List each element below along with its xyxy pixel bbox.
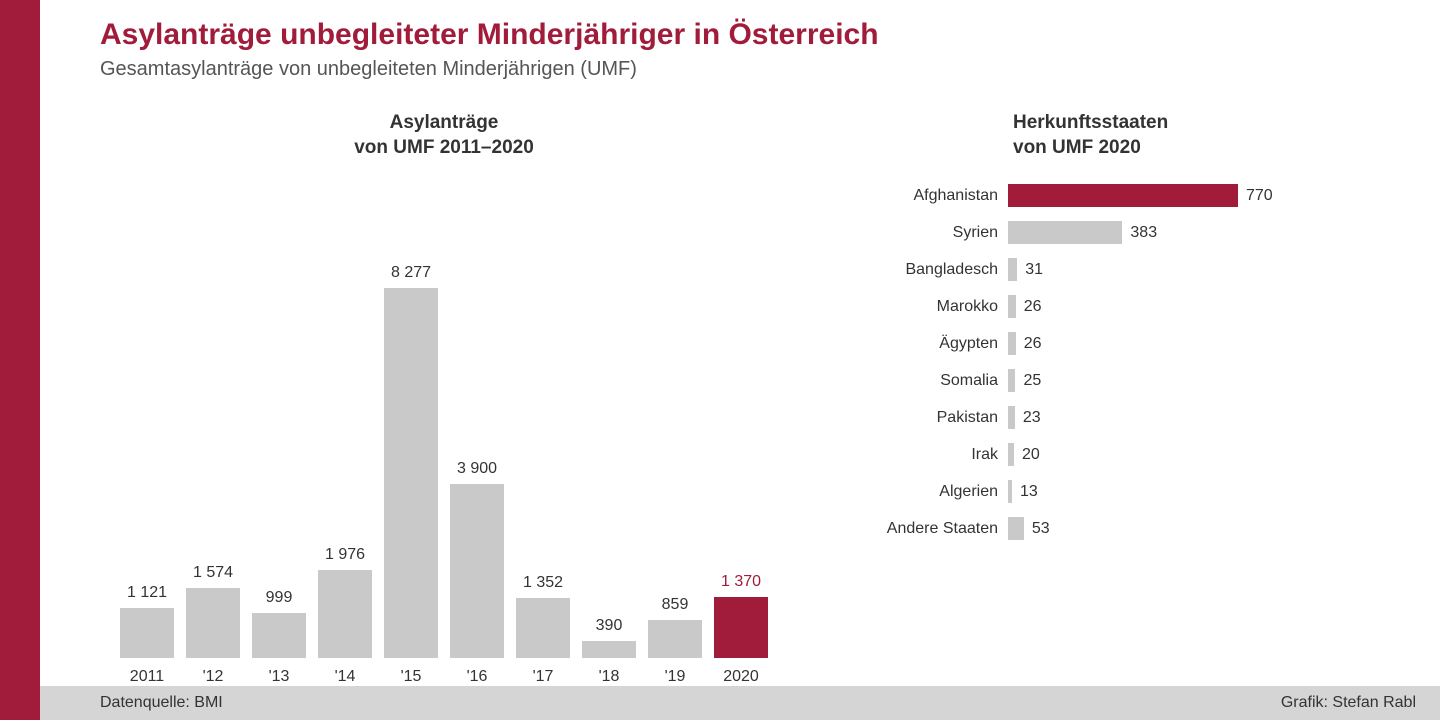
yearly-bar-value-label: 859 <box>662 596 689 614</box>
origin-row-value: 13 <box>1012 483 1038 501</box>
origin-row-value: 26 <box>1016 298 1042 316</box>
yearly-bar-value-label: 1 121 <box>127 584 167 602</box>
footer: Datenquelle: BMI Grafik: Stefan Rabl <box>40 686 1440 720</box>
charts-row: Asylanträge von UMF 2011–2020 1 12120111… <box>40 81 1440 686</box>
origin-row-category: Algerien <box>868 483 1008 501</box>
origin-row-value: 383 <box>1122 224 1157 242</box>
yearly-chart-plot: 1 121 2011 1 574 '12 999 '13 1 976 '14 8 277 '15 3… <box>100 184 788 686</box>
origin-row-rect <box>1008 406 1015 429</box>
yearly-bar-rect <box>714 597 768 658</box>
yearly-chart-title: Asylanträge von UMF 2011–2020 <box>100 111 788 160</box>
origin-row-rect <box>1008 332 1016 355</box>
origin-row-category: Irak <box>868 446 1008 464</box>
footer-source: Datenquelle: BMI <box>100 694 223 712</box>
yearly-bar-rect <box>648 620 702 658</box>
yearly-bar-13: 999 '13 <box>252 589 306 686</box>
main-content: Asylanträge unbegleiteter Minderjähriger… <box>40 0 1440 720</box>
yearly-bar-19: 859 '19 <box>648 596 702 686</box>
yearly-bar-rect <box>582 641 636 658</box>
yearly-bar-xlabel: '19 <box>665 668 686 686</box>
yearly-bar-xlabel: 2020 <box>723 668 759 686</box>
origin-row-rect <box>1008 221 1122 244</box>
origin-row-value: 53 <box>1024 520 1050 538</box>
origin-row-irak: Irak 20 <box>868 443 1380 466</box>
yearly-bar-value-label: 1 976 <box>325 546 365 564</box>
origin-row-ägypten: Ägypten 26 <box>868 332 1380 355</box>
origin-chart-plot: Afghanistan 770 Syrien 383 Bangladesch 31 Maro… <box>868 184 1380 540</box>
origin-row-category: Somalia <box>868 372 1008 390</box>
yearly-bar-value-label: 8 277 <box>391 264 431 282</box>
yearly-bar-xlabel: '15 <box>401 668 422 686</box>
yearly-bar-16: 3 900 '16 <box>450 460 504 686</box>
origin-row-algerien: Algerien13 <box>868 480 1380 503</box>
accent-stripe <box>0 0 40 720</box>
origin-row-category: Marokko <box>868 298 1008 316</box>
yearly-bar-rect <box>186 588 240 658</box>
origin-row-category: Pakistan <box>868 409 1008 427</box>
origin-row-category: Bangladesch <box>868 261 1008 279</box>
yearly-bar-17: 1 352 '17 <box>516 574 570 686</box>
yearly-bar-14: 1 976 '14 <box>318 546 372 686</box>
yearly-bar-rect <box>384 288 438 658</box>
yearly-bar-value-label: 1 352 <box>523 574 563 592</box>
header: Asylanträge unbegleiteter Minderjähriger… <box>40 0 1440 81</box>
yearly-bar-chart: Asylanträge von UMF 2011–2020 1 12120111… <box>100 111 788 686</box>
yearly-bar-value-label: 3 900 <box>457 460 497 478</box>
origin-row-value: 31 <box>1017 261 1043 279</box>
yearly-bar-rect <box>516 598 570 658</box>
yearly-bar-value-label: 999 <box>266 589 293 607</box>
yearly-bar-xlabel: 2011 <box>130 668 164 686</box>
origin-row-marokko: Marokko 26 <box>868 295 1380 318</box>
yearly-bar-12: 1 574 '12 <box>186 564 240 686</box>
yearly-bar-xlabel: '16 <box>467 668 488 686</box>
origin-row-value: 23 <box>1015 409 1041 427</box>
origin-row-category: Andere Staaten <box>868 520 1008 538</box>
page-title: Asylanträge unbegleiteter Minderjähriger… <box>100 18 1380 52</box>
origin-row-somalia: Somalia 25 <box>868 369 1380 392</box>
origin-row-category: Ägypten <box>868 335 1008 353</box>
origin-row-andere-staaten: Andere Staaten 53 <box>868 517 1380 540</box>
yearly-bar-xlabel: '12 <box>203 668 224 686</box>
yearly-chart-title-l1: Asylanträge <box>390 112 499 133</box>
yearly-bar-15: 8 277 '15 <box>384 264 438 686</box>
origin-row-rect <box>1008 258 1017 281</box>
yearly-bar-2020: 1 370 2020 <box>714 573 768 686</box>
origin-chart-title-l2: von UMF 2020 <box>1013 137 1141 158</box>
origin-row-rect <box>1008 184 1238 207</box>
origin-chart-title: Herkunftsstaaten von UMF 2020 <box>868 111 1380 160</box>
yearly-bar-value-label: 1 574 <box>193 564 233 582</box>
yearly-bar-rect <box>318 570 372 658</box>
yearly-bar-xlabel: '13 <box>269 668 290 686</box>
origin-row-afghanistan: Afghanistan 770 <box>868 184 1380 207</box>
yearly-bar-xlabel: '14 <box>335 668 356 686</box>
origin-row-rect <box>1008 369 1015 392</box>
origin-row-category: Syrien <box>868 224 1008 242</box>
yearly-bar-xlabel: '17 <box>533 668 554 686</box>
origin-row-value: 20 <box>1014 446 1040 464</box>
yearly-bar-18: 390 '18 <box>582 617 636 686</box>
origin-row-syrien: Syrien 383 <box>868 221 1380 244</box>
page-subtitle: Gesamtasylanträge von unbegleiteten Mind… <box>100 58 1380 81</box>
yearly-bar-xlabel: '18 <box>599 668 620 686</box>
origin-row-bangladesch: Bangladesch 31 <box>868 258 1380 281</box>
yearly-chart-title-l2: von UMF 2011–2020 <box>354 137 534 158</box>
yearly-bar-rect <box>450 484 504 658</box>
origin-row-category: Afghanistan <box>868 187 1008 205</box>
origin-row-value: 25 <box>1015 372 1041 390</box>
origin-bar-chart: Herkunftsstaaten von UMF 2020 Afghanista… <box>868 111 1380 686</box>
yearly-bar-rect <box>120 608 174 658</box>
yearly-bar-rect <box>252 613 306 658</box>
yearly-bar-value-label: 1 370 <box>721 573 761 591</box>
origin-row-value: 26 <box>1016 335 1042 353</box>
yearly-bar-2011: 1 121 2011 <box>120 584 174 686</box>
origin-row-pakistan: Pakistan 23 <box>868 406 1380 429</box>
origin-chart-title-l1: Herkunftsstaaten <box>1013 112 1168 133</box>
origin-row-value: 770 <box>1238 187 1273 205</box>
origin-row-rect <box>1008 295 1016 318</box>
footer-credit: Grafik: Stefan Rabl <box>1281 694 1416 712</box>
origin-row-rect <box>1008 517 1024 540</box>
yearly-bar-value-label: 390 <box>596 617 623 635</box>
